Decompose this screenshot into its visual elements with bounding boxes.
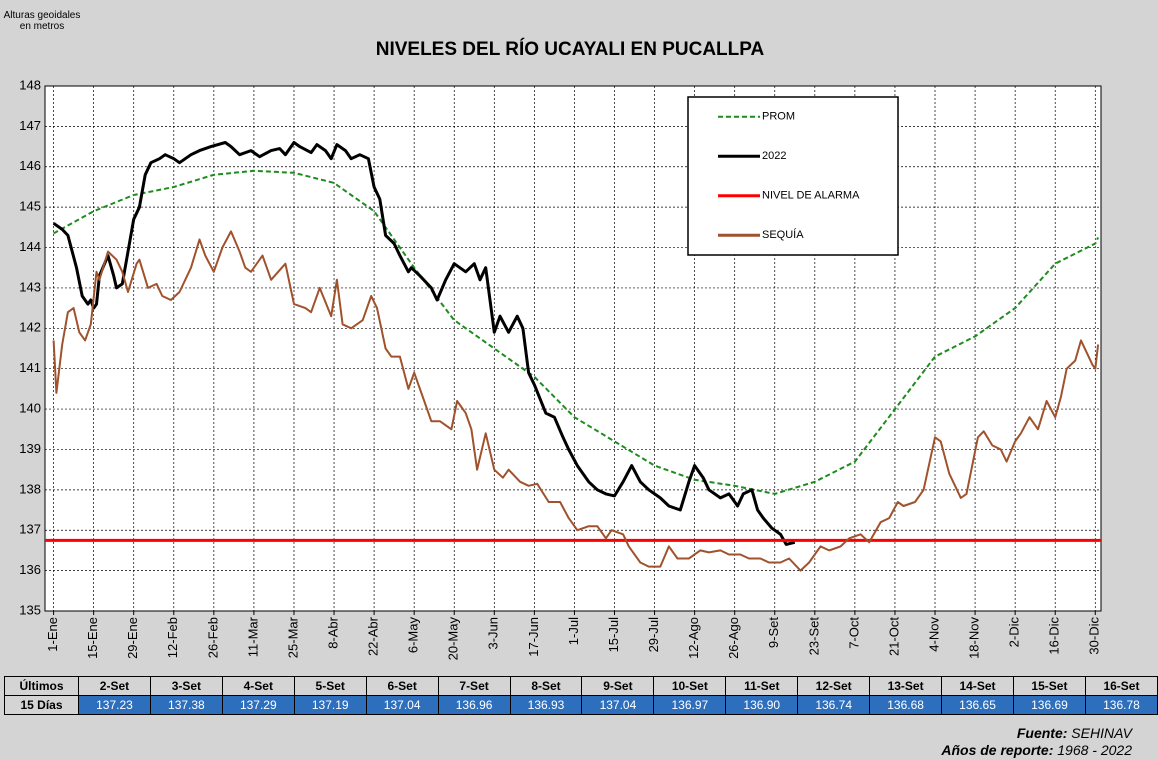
value-cell: 136.93 [509, 695, 583, 715]
x-tick-label: 15-Jul [606, 617, 621, 653]
series-line [52, 230, 1100, 572]
value-cell: 137.04 [365, 695, 439, 715]
y-tick-label: 145 [19, 199, 41, 214]
source-label: Fuente: [1016, 725, 1068, 741]
date-cell: 9-Set [581, 676, 655, 696]
x-tick-label: 4-Nov [926, 617, 941, 652]
x-tick-label: 22-Abr [366, 616, 381, 656]
value-cell: 136.68 [869, 695, 943, 715]
date-cell: 15-Set [1012, 676, 1086, 696]
legend-label: SEQUÍA [762, 228, 804, 241]
x-tick-label: 29-Jul [646, 617, 661, 653]
x-tick-label: 1-Ene [45, 617, 60, 652]
y-tick-label: 142 [19, 320, 41, 335]
x-tick-label: 26-Ago [726, 617, 741, 659]
x-tick-label: 11-Mar [245, 616, 260, 657]
x-tick-label: 12-Ago [686, 617, 701, 659]
plot-border [44, 85, 1102, 612]
x-tick-label: 2-Dic [1007, 617, 1022, 648]
date-cell: 14-Set [941, 676, 1014, 696]
x-tick-label: 29-Ene [125, 617, 140, 659]
series-line [53, 169, 1100, 495]
chart-title: NIVELES DEL RÍO UCAYALI EN PUCALLPA [376, 38, 765, 60]
source: SEHINAV [1071, 725, 1132, 741]
x-tick-label: 23-Set [806, 617, 821, 656]
x-tick-label: 15-Ene [85, 617, 100, 659]
value-cell: 136.65 [941, 695, 1014, 715]
years-label: Años de reporte: [941, 742, 1054, 758]
y-tick-label: 146 [19, 158, 41, 173]
series-line [52, 141, 796, 546]
y-tick-label: 139 [19, 441, 41, 456]
date-cell: 6-Set [365, 676, 439, 696]
y-tick-label: 141 [19, 360, 41, 375]
x-tick-label: 20-May [446, 617, 461, 661]
value-cell: 137.23 [78, 695, 151, 715]
value-cell: 136.97 [653, 695, 727, 715]
plot-area [45, 86, 1101, 611]
legend-box [687, 96, 899, 256]
value-cell: 136.90 [725, 695, 799, 715]
value-cell: 137.38 [149, 695, 223, 715]
x-tick-label: 26-Feb [205, 617, 220, 658]
row-label: 15 Días [4, 695, 79, 715]
chart: NIVELES DEL RÍO UCAYALI EN PUCALLPA 135 1… [19, 38, 1102, 661]
y-tick-label: 136 [19, 562, 41, 577]
value-cell: 136.69 [1012, 695, 1086, 715]
x-tick-label: 8-Abr [325, 616, 340, 648]
footer: Fuente: SEHINAV Años de reporte: 1968 - … [941, 725, 1132, 759]
x-tick-label: 12-Feb [165, 617, 180, 658]
table: Últimos 2-Set 3-Set 4-Set 5-Set 6-Set 7-Set 8-S… [4, 676, 1158, 715]
years-line: Años de reporte: 1968 - 2022 [941, 742, 1132, 759]
x-tick-label: 17-Jun [526, 617, 541, 657]
date-cell: 7-Set [437, 676, 511, 696]
value-cell: 137.04 [581, 695, 655, 715]
date-cell: 12-Set [797, 676, 871, 696]
y-tick-label: 147 [19, 118, 41, 133]
value-cell: 136.74 [797, 695, 871, 715]
date-cell: 8-Set [509, 676, 583, 696]
y-tick-label: 138 [19, 481, 41, 496]
x-tick-label: 9-Set [766, 617, 781, 648]
x-tick-label: 25-Mar [285, 616, 300, 658]
date-cell: 13-Set [869, 676, 943, 696]
y-tick-label: 144 [19, 239, 41, 254]
y-tick-label: 135 [19, 602, 41, 617]
value-cell: 137.19 [293, 695, 367, 715]
date-cell: 3-Set [149, 676, 223, 696]
date-cell: 2-Set [78, 676, 151, 696]
value-cell: 136.96 [437, 695, 511, 715]
value-cell: 137.29 [221, 695, 295, 715]
x-tick-label: 18-Nov [967, 617, 982, 659]
x-tick-label: 6-May [406, 617, 421, 654]
table-row: Últimos 2-Set 3-Set 4-Set 5-Set 6-Set 7-Set 8-S… [4, 676, 1158, 696]
y-tick-label: 143 [19, 279, 41, 294]
table-row: 15 Días 137.23 137.38 137.29 137.19 137.04 136… [4, 695, 1158, 715]
legend-label: 2022 [762, 150, 786, 162]
x-tick-label: 3-Jun [486, 617, 501, 650]
date-cell: 5-Set [293, 676, 367, 696]
date-cell: 11-Set [725, 676, 799, 696]
x-tick-label: 16-Dic [1047, 617, 1062, 655]
source-line: Fuente: SEHINAV [941, 725, 1132, 742]
date-cell: 4-Set [221, 676, 295, 696]
legend-label: NIVEL DE ALARMA [762, 190, 860, 202]
x-tick-label: 7-Oct [846, 617, 861, 649]
row-label: Últimos [4, 676, 79, 696]
years: 1968 - 2022 [1057, 742, 1132, 758]
y-tick-label: 148 [19, 77, 41, 92]
y-tick-label: 137 [19, 522, 41, 537]
y-axis-label: Alturas geoidales en metros [3, 10, 81, 32]
y-tick-label: 140 [19, 401, 41, 416]
value-cell: 136.78 [1084, 695, 1158, 715]
x-tick-label: 1-Jul [566, 617, 581, 645]
legend-label: PROM [762, 111, 795, 123]
x-tick-label: 21-Oct [886, 617, 901, 656]
date-cell: 10-Set [653, 676, 727, 696]
date-cell: 16-Set [1084, 676, 1158, 696]
x-tick-label: 30-Dic [1087, 617, 1102, 655]
